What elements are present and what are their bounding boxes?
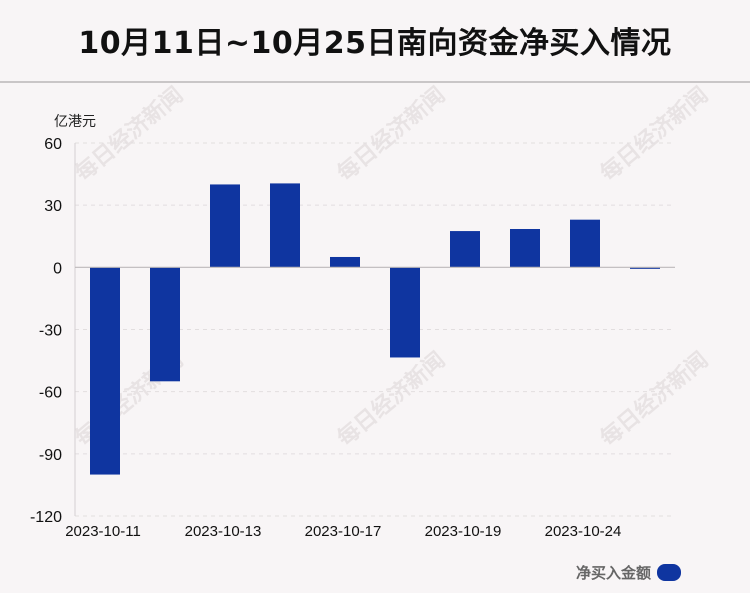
bar-2023-10-17 <box>330 256 360 268</box>
y-tick-label: -90 <box>39 447 62 464</box>
x-tick-labels: 2023-10-11 2023-10-13 2023-10-17 2023-10-19… <box>65 523 621 540</box>
bar-2023-10-25 <box>630 267 660 269</box>
y-tick-label: 60 <box>44 136 62 153</box>
y-tick-label: -60 <box>39 385 62 402</box>
bar-2023-10-18 <box>390 267 420 358</box>
x-tick-label: 2023-10-17 <box>305 523 382 540</box>
legend: 净买入金额 <box>576 562 682 583</box>
y-tick-label: -120 <box>30 509 62 526</box>
x-tick-label: 2023-10-11 <box>65 523 141 540</box>
bar-2023-10-11 <box>90 267 120 475</box>
y-tick-label: -30 <box>39 323 62 340</box>
x-tick-label: 2023-10-19 <box>425 523 502 540</box>
watermark-text: 每日经济新闻 <box>332 347 450 452</box>
x-tick-label: 2023-10-13 <box>185 523 262 540</box>
watermark-text: 每日经济新闻 <box>332 82 450 187</box>
watermark-text: 每日经济新闻 <box>595 347 713 452</box>
grid-lines <box>75 142 675 517</box>
y-tick-labels: 60 30 0 -30 -60 -90 -120 <box>30 136 62 526</box>
bar-2023-10-12 <box>150 267 180 382</box>
watermark-text: 每日经济新闻 <box>70 82 188 187</box>
y-tick-label: 0 <box>53 260 62 277</box>
bars <box>90 183 660 475</box>
legend-swatch <box>657 564 682 581</box>
bar-2023-10-20 <box>510 228 540 268</box>
bar-2023-10-19 <box>450 231 480 268</box>
y-tick-label: 30 <box>44 198 62 215</box>
title-divider <box>0 81 750 83</box>
legend-label: 净买入金额 <box>576 564 652 582</box>
bar-2023-10-13 <box>210 184 240 268</box>
axes <box>74 143 675 516</box>
bar-2023-10-24 <box>570 219 600 268</box>
y-axis-unit: 亿港元 <box>54 114 96 130</box>
chart-title: 10月11日~10月25日南向资金净买入情况 <box>78 26 672 61</box>
x-tick-label: 2023-10-24 <box>545 523 622 540</box>
watermark-text: 每日经济新闻 <box>595 82 713 187</box>
bar-2023-10-16 <box>270 183 300 268</box>
